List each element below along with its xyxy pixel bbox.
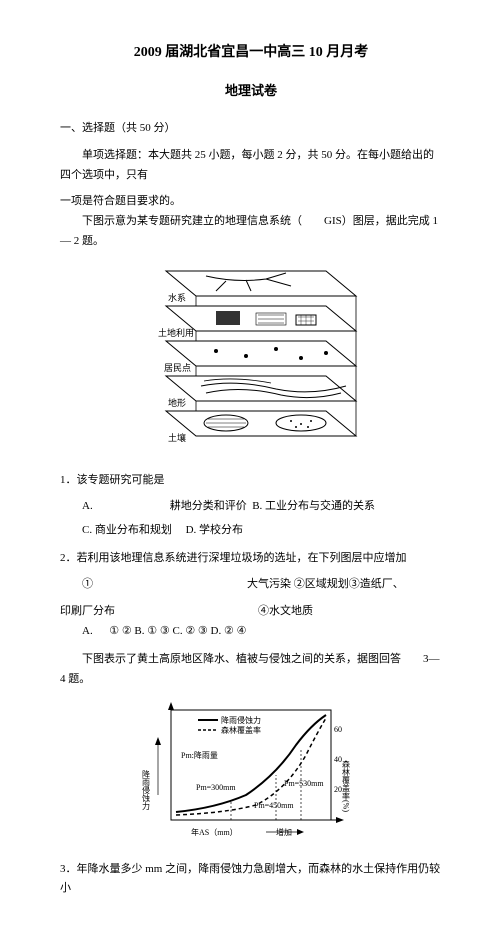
legend-forest: 森林覆盖率	[221, 725, 261, 735]
question-2-stem: 2．若利用该地理信息系统进行深埋垃圾场的选址，在下列图层中应增加	[60, 549, 442, 569]
layer-label-1: 水系	[168, 292, 186, 303]
ytick-60: 60	[334, 725, 342, 734]
q2-options-combined: ① ② B. ① ③ C. ② ③ D. ② ④	[109, 622, 246, 642]
q2-sub-line-2: 印刷厂分布 ④水文地质	[60, 602, 442, 622]
legend-erosion: 降雨侵蚀力	[221, 715, 261, 725]
q1-option-b: B. 工业分布与交通的关系	[252, 500, 375, 512]
ylabel-right: 森林覆盖率(%)	[342, 759, 351, 812]
q1-option-c: C. 商业分布和规划	[82, 524, 172, 536]
question-1-options: A. 耕地分类和评价 B. 工业分布与交通的关系 C. 商业分布和规划 D. 学…	[60, 497, 442, 541]
annot-530: Pm=530mm	[284, 779, 324, 788]
q2-option-a-label: A.	[82, 625, 93, 637]
question-1-stem: 1．该专题研究可能是	[60, 471, 442, 491]
xlabel-left: 年AS（mm）	[191, 827, 238, 837]
layer-label-2: 土地利用	[158, 327, 194, 338]
gis-layers-figure: 水系 土地利用 居民点	[60, 261, 442, 461]
q1-option-d: D. 学校分布	[186, 524, 243, 536]
figure2-intro: 下图表示了黄土高原地区降水、植被与侵蚀之间的关系，据图回答 3—4 题。	[60, 650, 442, 690]
figure1-intro: 下图示意为某专题研究建立的地理信息系统（ GIS）图层，据此完成 1 — 2 题…	[60, 212, 442, 252]
annot-300: Pm=300mm	[196, 783, 236, 792]
layer-label-4: 地形	[168, 397, 186, 408]
annot-450: Pm=450mm	[254, 801, 294, 810]
q1-option-a: A. 耕地分类和评价	[82, 500, 247, 512]
layer-label-5: 土壤	[168, 432, 186, 443]
annot-pm: Pm:降雨量	[181, 750, 218, 760]
layer-label-3: 居民点	[164, 363, 191, 373]
exam-title: 2009 届湖北省宜昌一中高三 10 月月考	[60, 40, 442, 65]
instructions-line-2: 一项是符合题目要求的。	[60, 192, 442, 212]
question-2-options: A. ① ② B. ① ③ C. ② ③ D. ② ④	[60, 622, 442, 642]
exam-subtitle: 地理试卷	[60, 79, 442, 102]
question-2-sub: ① 大气污染 ②区域规划③造纸厂、	[60, 575, 442, 595]
section-header: 一、选择题（共 50 分）	[60, 119, 442, 139]
ylabel-left: 降雨侵蚀力	[142, 769, 151, 811]
instructions-line-1: 单项选择题：本大题共 25 小题，每小题 2 分，共 50 分。在每小题给出的四…	[60, 146, 442, 186]
erosion-chart-figure: 60 40 20 降雨侵蚀力 森林覆盖率 Pm:降雨量 Pm=300mm Pm=…	[60, 700, 442, 850]
q2-sub-line-1: ① 大气污染 ②区域规划③造纸厂、	[82, 575, 442, 595]
question-3-stem: 3．年降水量多少 mm 之间，降雨侵蚀力急剧增大，而森林的水土保持作用仍较小	[60, 860, 442, 900]
